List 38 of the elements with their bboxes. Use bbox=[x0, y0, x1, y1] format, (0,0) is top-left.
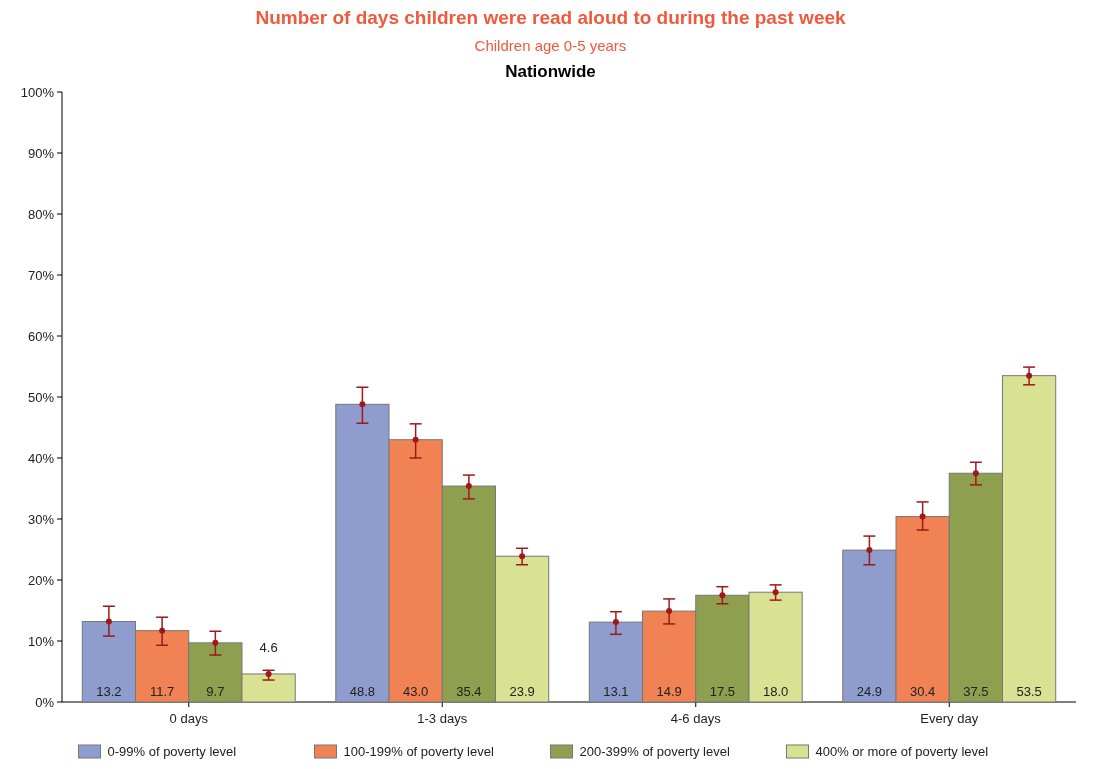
data-label: 18.0 bbox=[762, 684, 789, 699]
data-label: 35.4 bbox=[456, 684, 482, 699]
data-label: 13.1 bbox=[603, 684, 629, 699]
chart-title: Number of days children were read aloud to during the past week bbox=[255, 7, 847, 28]
y-tick-label: 0% bbox=[35, 694, 55, 710]
x-tick-label: Every day bbox=[920, 711, 979, 726]
y-tick-label: 70% bbox=[27, 267, 55, 283]
y-tick-label: 10% bbox=[27, 633, 55, 649]
y-tick-label: 50% bbox=[27, 389, 55, 405]
x-tick-label: 1-3 days bbox=[417, 711, 468, 726]
x-tick-label: 4-6 days bbox=[670, 711, 722, 726]
text: Nationwide bbox=[505, 62, 596, 81]
data-label: 30.4 bbox=[909, 684, 936, 699]
data-label: 37.5 bbox=[963, 684, 989, 699]
y-tick-label: 30% bbox=[27, 511, 55, 527]
y-tick-label: 40% bbox=[27, 450, 55, 466]
data-label: 11.7 bbox=[149, 684, 175, 699]
legend-label: 200-399% of poverty level bbox=[579, 743, 730, 759]
legend-label: 400% or more of poverty level bbox=[815, 743, 989, 759]
data-label: 48.8 bbox=[349, 684, 376, 699]
x-tick-label: 0 days bbox=[169, 711, 209, 726]
data-label: 53.5 bbox=[1016, 684, 1042, 699]
data-label: 23.9 bbox=[509, 684, 535, 699]
y-tick-label: 90% bbox=[27, 145, 55, 161]
data-label: 9.7 bbox=[206, 684, 225, 699]
data-label: 4.6 bbox=[259, 639, 278, 655]
legend-label: 100-199% of poverty level bbox=[343, 743, 494, 759]
data-label: 13.2 bbox=[96, 684, 122, 699]
y-tick-label: 60% bbox=[27, 328, 55, 344]
data-label: 24.9 bbox=[856, 684, 883, 699]
data-label: 43.0 bbox=[402, 684, 429, 699]
y-tick-label: 80% bbox=[27, 206, 55, 222]
data-label: 14.9 bbox=[656, 684, 682, 699]
y-tick-label: 100% bbox=[20, 84, 55, 100]
legend-label: 0-99% of poverty level bbox=[107, 743, 237, 759]
data-label: 17.5 bbox=[709, 684, 736, 699]
y-tick-label: 20% bbox=[27, 572, 55, 588]
chart-subtitle: Children age 0-5 years bbox=[474, 37, 627, 54]
